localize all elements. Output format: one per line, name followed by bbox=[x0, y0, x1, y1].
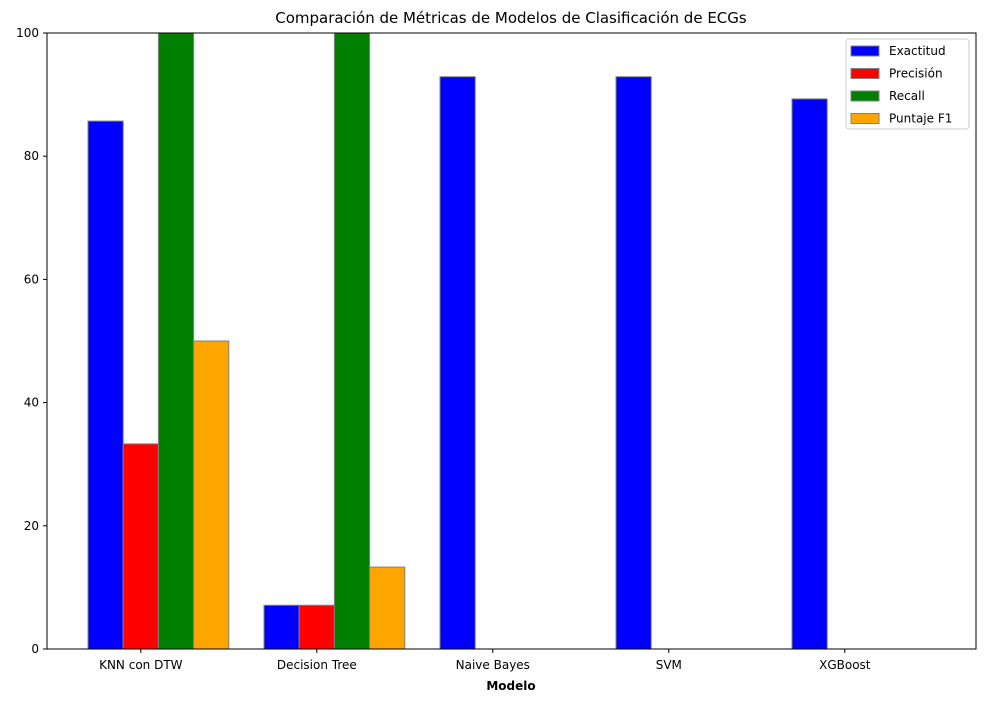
bar-precisión-1 bbox=[298, 604, 335, 650]
bar-puntaje-f1-0 bbox=[193, 340, 230, 650]
x-tick-label: KNN con DTW bbox=[99, 658, 183, 672]
axes-frame bbox=[46, 32, 977, 650]
bar-exactitud-4 bbox=[791, 98, 828, 650]
y-tick-label: 80 bbox=[24, 149, 39, 163]
legend-swatch bbox=[850, 113, 880, 124]
y-tick-label: 0 bbox=[31, 642, 39, 656]
legend-box bbox=[845, 38, 970, 130]
bar-recall-0 bbox=[157, 32, 195, 650]
bar-exactitud-0 bbox=[87, 120, 124, 650]
bar-exactitud-3 bbox=[615, 76, 652, 650]
legend-swatch bbox=[850, 45, 880, 57]
legend: Exactitud Precisión Recall Puntaje F1 bbox=[845, 38, 970, 130]
x-tick-label: Naive Bayes bbox=[456, 658, 530, 672]
bar-exactitud-2 bbox=[439, 76, 476, 650]
x-tick-label: SVM bbox=[656, 658, 682, 672]
bar-recall-1 bbox=[333, 32, 371, 650]
bar-precisión-0 bbox=[122, 443, 159, 650]
y-tick-label: 100 bbox=[16, 26, 39, 40]
x-axis-label: Modelo bbox=[486, 679, 535, 693]
x-tick-label: XGBoost bbox=[819, 658, 871, 672]
plot-area: 0 20 40 60 80 100 KNN con DTW Decision Tree Naiv… bbox=[16, 26, 977, 672]
legend-label: Puntaje F1 bbox=[889, 112, 952, 126]
legend-swatch bbox=[850, 90, 880, 102]
chart-title: Comparación de Métricas de Modelos de Cl… bbox=[275, 9, 747, 27]
bar-exactitud-1 bbox=[263, 604, 300, 650]
x-tick-label: Decision Tree bbox=[277, 658, 357, 672]
legend-label: Recall bbox=[889, 89, 925, 103]
y-tick-label: 40 bbox=[24, 396, 39, 410]
legend-swatch bbox=[850, 68, 880, 79]
legend-label: Exactitud bbox=[889, 44, 946, 58]
bar-puntaje-f1-1 bbox=[369, 566, 406, 650]
legend-label: Precisión bbox=[889, 67, 943, 81]
y-tick-label: 20 bbox=[24, 519, 39, 533]
y-tick-label: 60 bbox=[24, 272, 39, 286]
